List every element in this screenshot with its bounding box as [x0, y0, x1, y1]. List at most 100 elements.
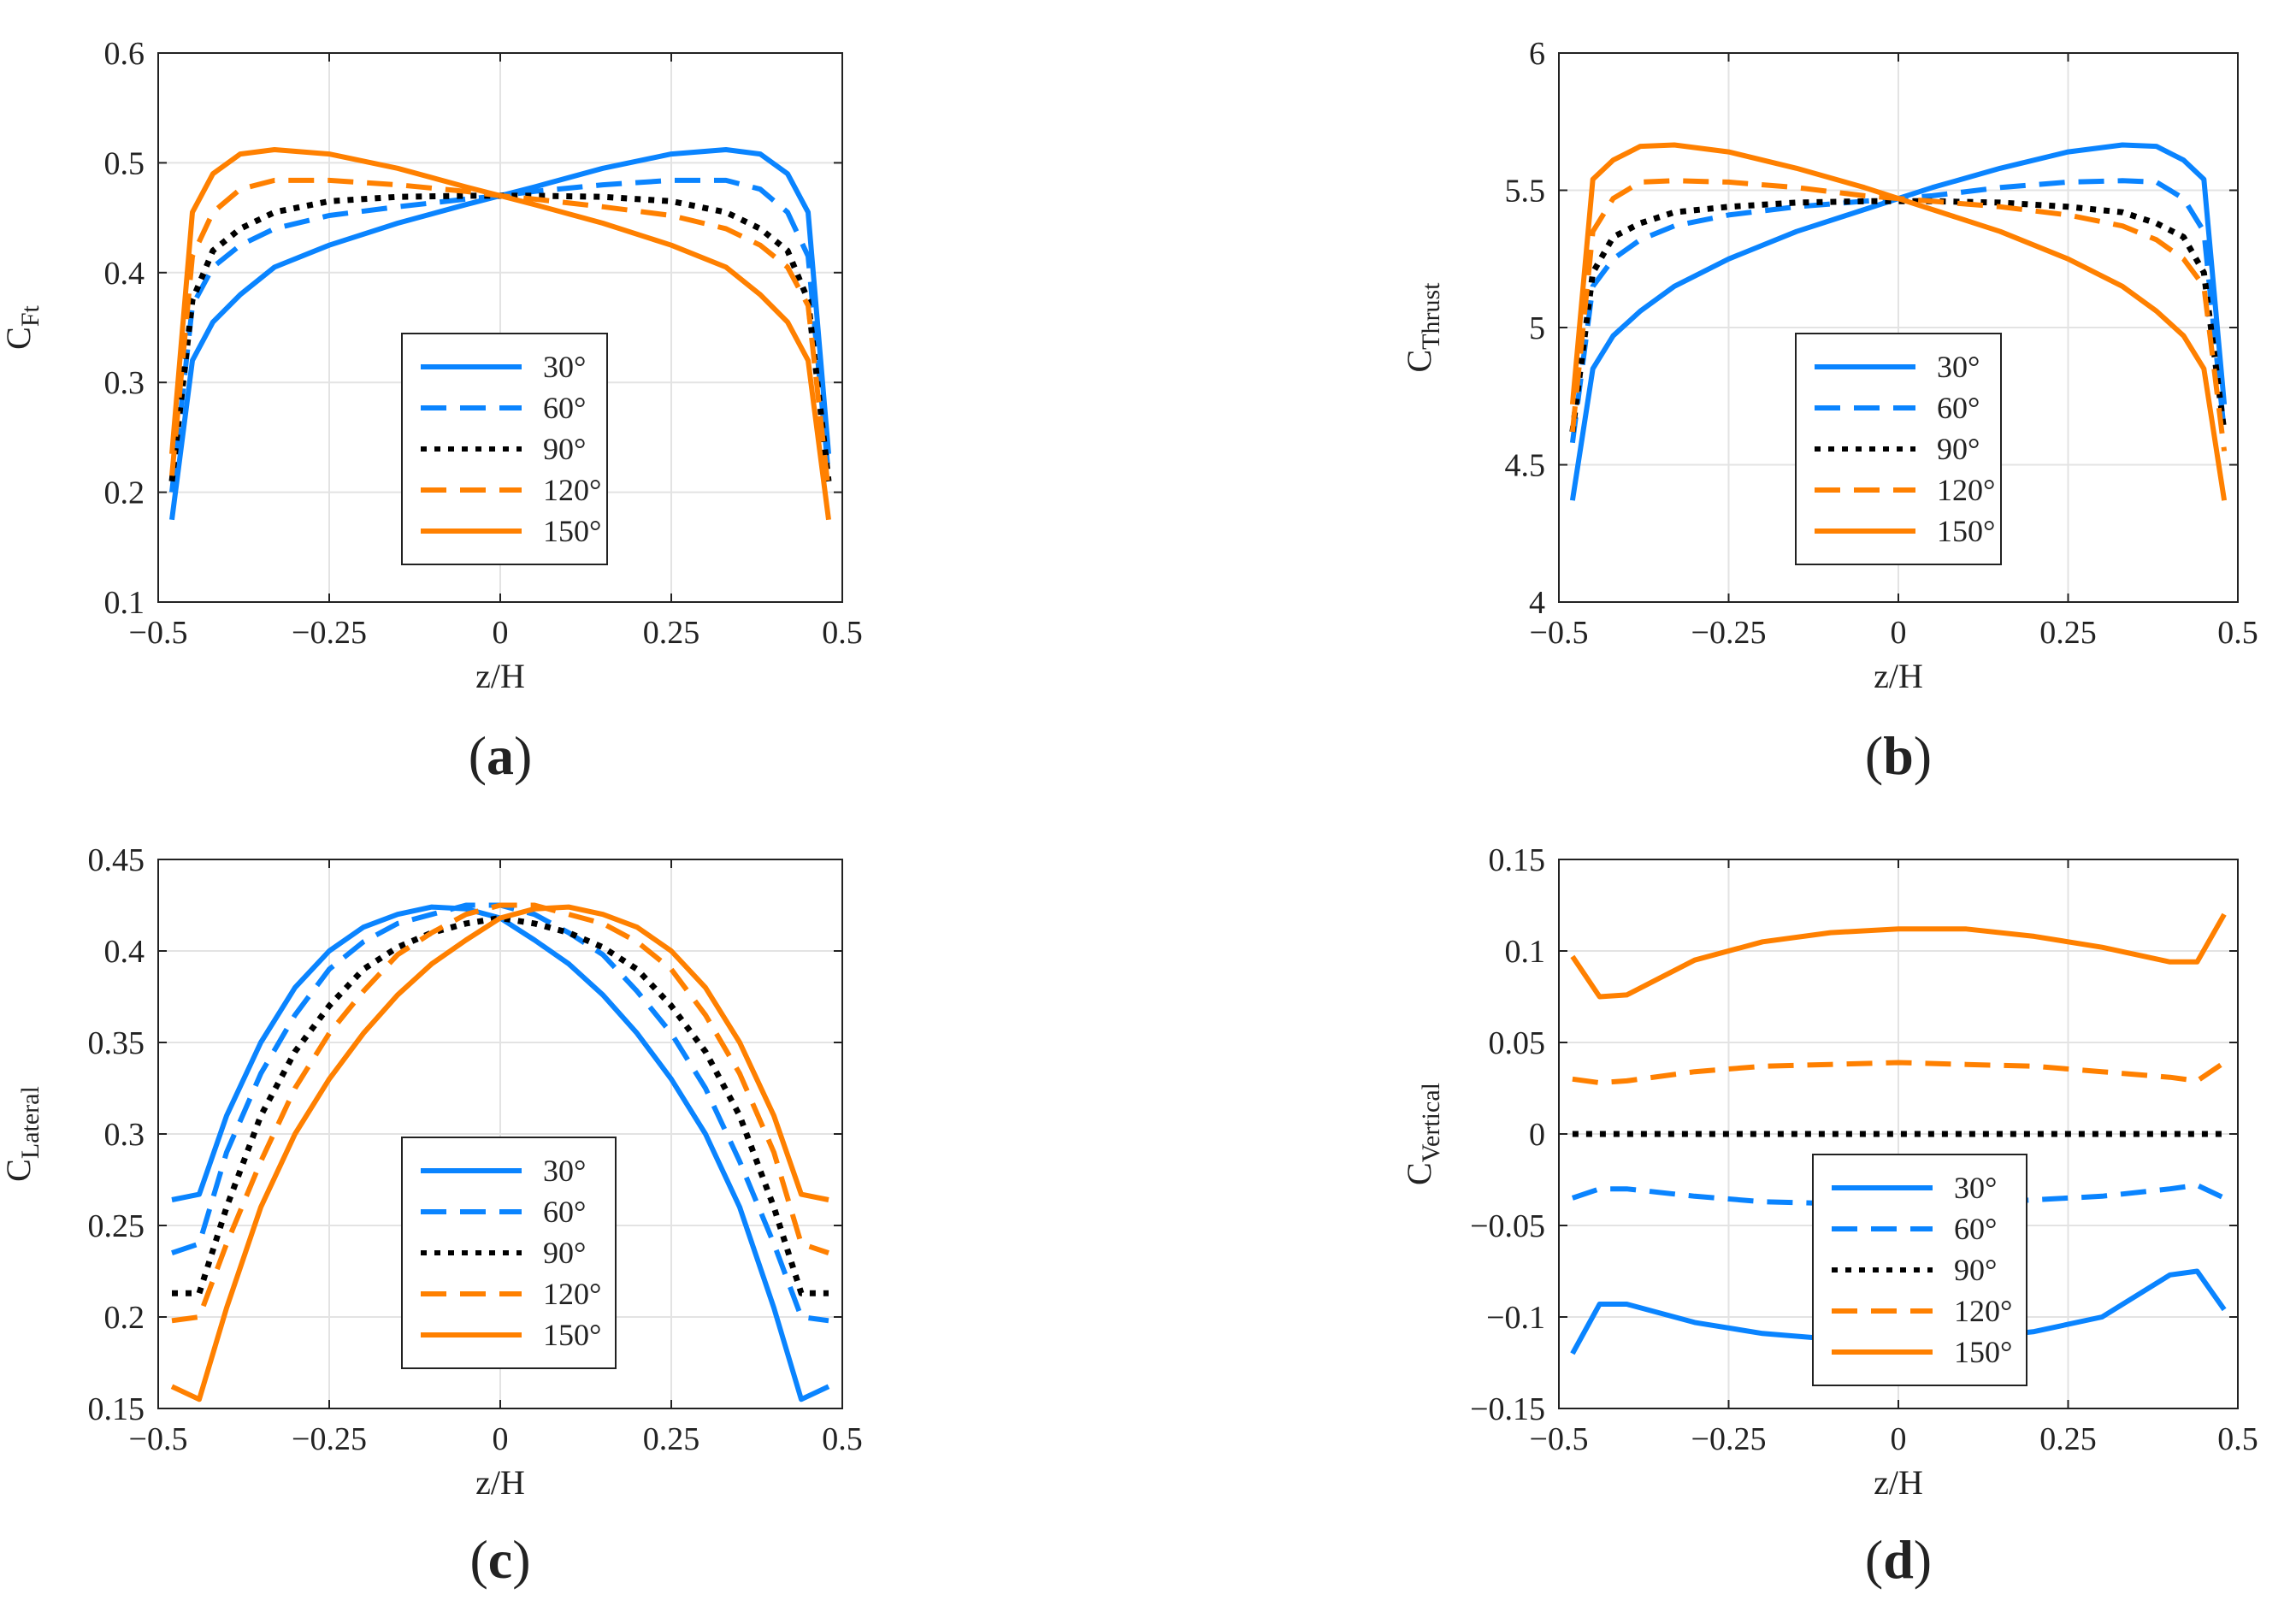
x-tick-label: 0: [1891, 615, 1907, 651]
y-tick-label: 0.3: [104, 1117, 145, 1153]
x-tick-label: 0: [1891, 1421, 1907, 1457]
y-tick-label: 0.2: [104, 1300, 145, 1336]
x-tick-label: −0.25: [292, 615, 367, 651]
x-tick-label: −0.25: [1691, 615, 1767, 651]
legend-label: 120°: [543, 473, 601, 507]
y-axis-label-main: C: [0, 1159, 38, 1182]
y-tick-label: 0.15: [88, 1391, 145, 1427]
panel-a: −0.5 −0.25 0 0.25 0.5 0.1 0.2 0.3 0.4 0.5 0.6 z/H CF…: [0, 36, 863, 786]
x-tick-label: 0.5: [822, 1421, 863, 1457]
series-group: [1569, 142, 2228, 501]
y-axis-label-sub: Vertical: [1417, 1083, 1445, 1162]
x-tick-label: −0.5: [129, 615, 188, 651]
y-tick-label: −0.15: [1470, 1391, 1545, 1427]
legend-label: 120°: [1954, 1294, 2012, 1328]
y-tick-label: −0.1: [1486, 1300, 1545, 1336]
y-axis-label: CFt: [0, 304, 44, 349]
x-tick-label: 0.5: [2217, 1421, 2258, 1457]
y-tick-label: 4.5: [1505, 448, 1546, 484]
legend-label: 30°: [1937, 350, 1980, 384]
series-line-150deg: [1569, 142, 2228, 501]
x-axis-label: z/H: [1874, 1463, 1923, 1502]
series-line-90deg: [1569, 198, 2228, 433]
series-line-120deg: [171, 902, 829, 1324]
x-tick-label: 0.5: [822, 615, 863, 651]
y-axis-label: CVertical: [1400, 1083, 1445, 1185]
panel-caption: (a): [469, 725, 533, 786]
series-group: [170, 902, 830, 1402]
legend-label: 90°: [1937, 432, 1980, 466]
y-tick-label: 0.35: [88, 1025, 145, 1061]
legend-label: 60°: [1937, 391, 1980, 425]
x-tick-label: 0.25: [2039, 1421, 2097, 1457]
y-tick-label: 0.45: [88, 842, 145, 878]
legend-label: 60°: [1954, 1212, 1997, 1246]
y-axis-label: CLateral: [0, 1086, 44, 1182]
panel-caption: (d): [1865, 1529, 1932, 1590]
legend-label: 120°: [543, 1277, 601, 1311]
y-tick-label: 0: [1529, 1117, 1545, 1153]
y-tick-label: 0.4: [104, 934, 145, 970]
x-tick-label: −0.5: [129, 1421, 188, 1457]
legend-label: 30°: [543, 1154, 586, 1188]
x-tick-label: −0.5: [1530, 615, 1589, 651]
y-tick-label: 0.25: [88, 1208, 145, 1244]
y-axis-label-main: C: [1400, 1162, 1438, 1185]
x-tick-label: 0.25: [643, 1421, 700, 1457]
legend-label: 60°: [543, 391, 586, 425]
legend-label: 30°: [543, 350, 586, 384]
legend: 30° 60° 90° 120° 150°: [401, 333, 608, 565]
x-tick-label: −0.25: [292, 1421, 367, 1457]
x-tick-label: 0.25: [643, 615, 700, 651]
panel-caption: (c): [469, 1529, 530, 1590]
y-tick-label: 6: [1529, 36, 1545, 72]
y-axis-label-sub: Ft: [16, 304, 44, 327]
y-tick-label: 0.1: [1505, 934, 1546, 970]
y-axis-label-sub: Lateral: [16, 1086, 44, 1159]
x-tick-label: 0.5: [2217, 615, 2258, 651]
x-axis-label: z/H: [475, 1463, 525, 1502]
x-tick-label: −0.5: [1530, 1421, 1589, 1457]
legend-label: 90°: [1954, 1253, 1997, 1287]
legend-label: 90°: [543, 1236, 586, 1270]
y-tick-label: 0.3: [104, 365, 145, 401]
legend-label: 90°: [543, 432, 586, 466]
x-tick-label: 0: [493, 1421, 509, 1457]
y-tick-label: 0.4: [104, 256, 145, 292]
legend-label: 30°: [1954, 1171, 1997, 1205]
y-axis-label: CThrust: [1400, 282, 1445, 373]
y-tick-label: 0.6: [104, 36, 145, 72]
series-group: [168, 147, 832, 521]
panel-caption: (b): [1865, 725, 1932, 786]
y-tick-label: 0.15: [1489, 842, 1546, 878]
y-axis-label-sub: Thrust: [1417, 282, 1445, 350]
y-tick-label: 5.5: [1505, 174, 1546, 210]
series-line-150deg: [170, 904, 829, 1402]
x-tick-label: −0.25: [1691, 1421, 1767, 1457]
legend-label: 150°: [543, 1318, 601, 1352]
x-axis-label: z/H: [475, 657, 525, 695]
legend: 30° 60° 90° 120° 150°: [1812, 1154, 2027, 1386]
legend-label: 150°: [1937, 514, 1995, 548]
y-tick-label: 0.05: [1489, 1025, 1546, 1061]
legend-label: 150°: [543, 514, 601, 548]
panel-b: −0.5 −0.25 0 0.25 0.5 4 4.5 5 5.5 6 z/H CThrust 30° 6…: [1400, 36, 2258, 786]
y-tick-label: 0.5: [104, 145, 145, 181]
x-tick-label: 0.25: [2039, 615, 2097, 651]
series-line-150deg: [169, 147, 831, 521]
panel-c: −0.5 −0.25 0 0.25 0.5 0.15 0.2 0.25 0.3 0.35 0.4 0.…: [0, 842, 863, 1590]
y-tick-label: 0.2: [104, 475, 145, 511]
series-line-150deg: [1570, 912, 2227, 1000]
y-tick-label: 4: [1529, 585, 1545, 621]
y-tick-label: −0.05: [1470, 1208, 1545, 1244]
series-line-120deg: [1572, 1060, 2226, 1086]
panel-d: −0.5 −0.25 0 0.25 0.5 −0.15 −0.1 −0.05 0 0.05 0.1 0…: [1400, 842, 2258, 1590]
legend-label: 120°: [1937, 473, 1995, 507]
y-tick-label: 5: [1529, 310, 1545, 346]
x-tick-label: 0: [493, 615, 509, 651]
legend: 30° 60° 90° 120° 150°: [1795, 333, 2002, 565]
x-axis-label: z/H: [1874, 657, 1923, 695]
legend-label: 150°: [1954, 1335, 2012, 1369]
y-tick-label: 0.1: [104, 585, 145, 621]
